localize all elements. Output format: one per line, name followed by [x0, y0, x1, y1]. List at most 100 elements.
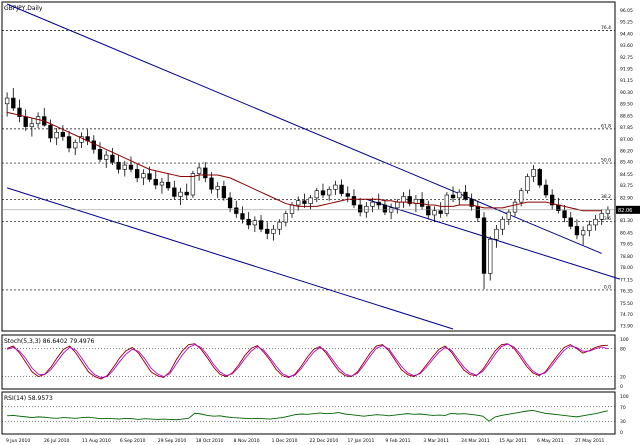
- candle: [469, 193, 474, 211]
- candle: [91, 135, 96, 154]
- candle: [494, 224, 499, 248]
- fibonacci-levels: 76.4 61.8 50.0 38.2 23.6 0.0: [2, 25, 615, 290]
- candle: [128, 156, 134, 173]
- candle: [203, 162, 208, 183]
- candle: [265, 222, 270, 240]
- candle: [184, 183, 189, 200]
- rsi-pane: RSI(14) 58.9573: [1, 391, 616, 435]
- price-tick-label: 80.45: [620, 230, 633, 236]
- candle: [506, 209, 511, 225]
- indicator-tick-label: 100: [620, 394, 629, 400]
- time-tick-label: 3 Mar 2011: [423, 438, 449, 444]
- price-tick-label: 89.50: [620, 101, 633, 107]
- fib-level-label: 76.4: [601, 25, 611, 31]
- candle: [357, 197, 363, 217]
- fib-level-label: 50.0: [601, 158, 611, 164]
- candle: [339, 179, 344, 197]
- current-price-box: [616, 205, 640, 214]
- candle: [209, 172, 214, 194]
- candle: [463, 185, 468, 201]
- price-tick-label: 78.80: [620, 254, 633, 260]
- price-tick-label: 94.40: [620, 31, 633, 37]
- candle: [587, 220, 592, 237]
- price-tick-label: 91.15: [620, 78, 633, 84]
- indicator-line: [6, 343, 608, 379]
- candle: [97, 142, 103, 163]
- price-pane: GBPJPY,Daily: [1, 1, 616, 332]
- candle: [190, 170, 196, 198]
- fib-level-label: 0.0: [604, 284, 611, 290]
- indicator-tick-label: 80: [620, 346, 626, 352]
- price-tick-label: 75.50: [620, 301, 633, 307]
- rsi-caption: RSI(14) 58.9573: [4, 395, 53, 402]
- time-tick-label: 22 Dec 2010: [310, 438, 339, 444]
- price-tick-label: 87.00: [620, 137, 633, 143]
- candle: [525, 173, 530, 194]
- candle: [227, 192, 233, 213]
- price-tick-label: 76.35: [620, 289, 633, 295]
- indicator-tick-label: 70: [620, 405, 626, 411]
- price-tick-label: 81.30: [620, 218, 633, 224]
- indicator-tick-label: 100: [620, 337, 629, 343]
- candle: [60, 125, 65, 141]
- candle: [135, 163, 140, 183]
- rsi-series: [2, 406, 615, 422]
- candle: [488, 236, 493, 281]
- channel-lower-line: [6, 187, 454, 330]
- channel-middle-line: [366, 198, 621, 280]
- indicator-tick-label: 20: [620, 375, 626, 381]
- moving-average-line: [6, 111, 602, 212]
- candle: [457, 189, 462, 205]
- candle: [104, 150, 109, 168]
- candle: [196, 163, 202, 181]
- candle: [407, 189, 412, 207]
- time-tick-label: 24 Mar 2011: [461, 438, 490, 444]
- candle: [110, 147, 115, 166]
- rsi-axis: 100 70 30 0: [620, 394, 629, 436]
- candle: [593, 214, 598, 231]
- candle: [450, 186, 456, 203]
- channel-upper-line: [6, 3, 602, 254]
- price-tick-label: 96.05: [620, 8, 633, 14]
- candle: [302, 193, 307, 208]
- price-tick-label: 77.15: [620, 277, 633, 283]
- candle: [333, 180, 338, 196]
- candle: [320, 183, 326, 198]
- price-tick-label: 91.95: [620, 66, 633, 72]
- candle: [376, 193, 381, 210]
- time-axis: 9 Jun 2010 26 Jul 2010 11 Aug 2010 6 Sep 20…: [6, 438, 605, 444]
- stochastic-axis: 100 80 20 0: [620, 337, 629, 390]
- indicator-tick-label: 0: [620, 384, 623, 390]
- regression-channel: [6, 3, 621, 330]
- candle: [277, 219, 282, 235]
- price-tick-label: 95.25: [620, 19, 633, 25]
- candle: [568, 212, 573, 230]
- candle: [116, 155, 121, 174]
- price-tick-label: 92.75: [620, 55, 633, 61]
- time-tick-label: 18 Oct 2010: [196, 438, 224, 444]
- current-price-label: 82.06: [618, 208, 632, 214]
- candle: [574, 219, 580, 240]
- time-tick-label: 11 Aug 2010: [82, 438, 111, 444]
- candle: [549, 189, 555, 210]
- price-tick-label: 93.60: [620, 43, 633, 49]
- time-tick-label: 8 Nov 2010: [234, 438, 260, 444]
- candle: [543, 179, 549, 198]
- candle: [153, 170, 158, 190]
- price-tick-label: 82.90: [620, 195, 633, 201]
- candle: [500, 216, 505, 235]
- price-tick-label: 85.40: [620, 160, 633, 166]
- price-tick-label: 87.85: [620, 125, 633, 131]
- indicator-tick-label: 30: [620, 419, 626, 425]
- candle: [296, 196, 301, 211]
- fib-level-label: 23.6: [601, 216, 611, 222]
- candle: [580, 226, 586, 245]
- time-tick-label: 6 Sep 2010: [120, 438, 146, 444]
- fib-level-label: 38.2: [601, 194, 611, 200]
- indicator-tick-label: 0: [620, 430, 623, 436]
- price-tick-label: 79.65: [620, 242, 633, 248]
- price-axis: 96.05 95.25 94.40 93.60 92.75 91.95 91.15 90.30…: [2, 8, 640, 330]
- price-tick-label: 74.70: [620, 312, 633, 318]
- price-tick-label: 86.20: [620, 148, 633, 154]
